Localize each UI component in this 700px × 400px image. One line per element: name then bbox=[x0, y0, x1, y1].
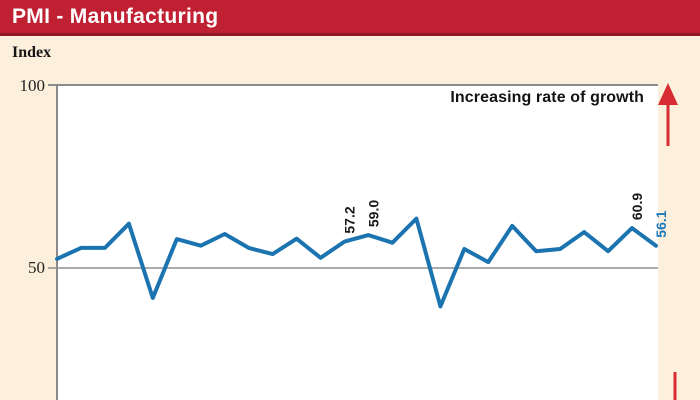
y-axis-unit-label: Index bbox=[12, 44, 52, 61]
data-label-57.2: 57.2 bbox=[342, 206, 358, 233]
decrease-arrow-shaft-icon bbox=[673, 372, 677, 400]
data-label-60.9: 60.9 bbox=[629, 193, 645, 220]
pmi-line bbox=[55, 216, 658, 309]
growth-note-label: Increasing rate of growth bbox=[450, 89, 644, 106]
header-bar: PMI - Manufacturing bbox=[0, 0, 700, 36]
annotation-layer: 57.2 59.0 60.9 56.1 bbox=[342, 193, 670, 238]
ytick-100-label: 100 bbox=[20, 76, 46, 95]
increase-arrow-icon bbox=[658, 83, 678, 146]
ytick-50-label: 50 bbox=[28, 258, 45, 277]
data-label-56.1: 56.1 bbox=[653, 210, 669, 237]
data-label-59.0: 59.0 bbox=[366, 200, 382, 227]
page-title: PMI - Manufacturing bbox=[12, 5, 219, 28]
plot-area bbox=[57, 85, 658, 400]
